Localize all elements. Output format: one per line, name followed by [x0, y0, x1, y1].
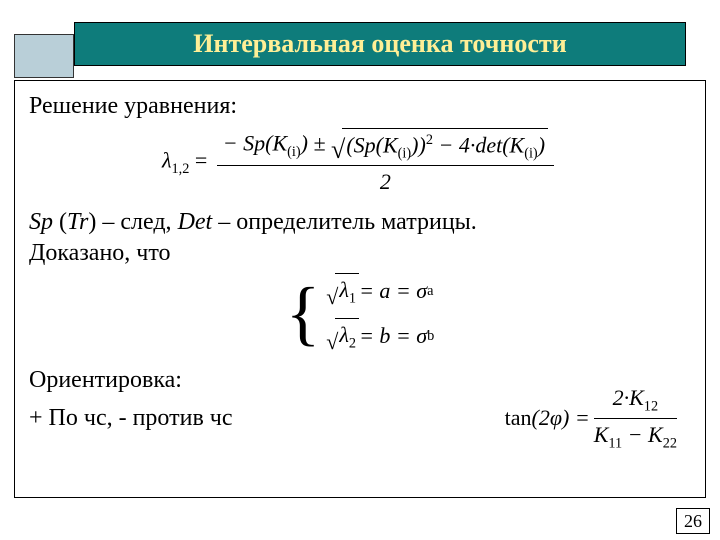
- tan-den-a: K: [594, 422, 609, 447]
- num-sub-a: (i): [287, 144, 301, 160]
- sp-label: Sp: [29, 209, 53, 235]
- tan-fn: tan: [505, 404, 532, 433]
- rad-a-sub: (i): [398, 146, 412, 162]
- page-number: 26: [676, 508, 710, 534]
- line2-end: – определитель матрицы.: [212, 209, 477, 235]
- text-line-2: Sp (Tr) – след, Det – определитель матри…: [29, 207, 691, 238]
- r1-sub: 1: [349, 291, 356, 307]
- tr-label: Tr: [67, 209, 88, 235]
- eq-sign: =: [189, 148, 212, 173]
- rad-d: ): [538, 133, 545, 158]
- tan-num: 2·K: [613, 385, 644, 410]
- tan-den-sub1: 11: [608, 435, 622, 451]
- lambda-sub: 1,2: [171, 161, 189, 177]
- num-part-a: − Sp(K: [223, 131, 287, 156]
- tan-den-mid: − K: [622, 422, 663, 447]
- page-title: Интервальная оценка точности: [193, 29, 566, 59]
- rad-b: )): [411, 133, 426, 158]
- r1-lambda: λ: [339, 277, 349, 302]
- r2-rhs: = b = σ: [359, 322, 427, 351]
- tan-num-sub: 12: [644, 398, 658, 414]
- equation-tan: tan(2φ) = 2·K12 K11 − K22: [505, 384, 681, 453]
- equation-lambda: λ1,2 = − Sp(K(i)) ± √ (Sp(K(i)))2 − 4·de…: [29, 128, 691, 197]
- equation-system: { √λ1 = a = σa √λ2 = b = σb: [29, 273, 691, 353]
- system-row-1: √λ1 = a = σa: [326, 273, 433, 308]
- r2-rhs-sub: b: [427, 327, 434, 346]
- det-label: Det: [178, 209, 213, 235]
- rad-c-sub: (i): [524, 146, 538, 162]
- text-line-3: Доказано, что: [29, 238, 691, 269]
- denominator: 2: [217, 166, 554, 197]
- line2-mid: – след,: [96, 209, 177, 235]
- r2-sub: 2: [349, 336, 356, 352]
- title-bar: Интервальная оценка точности: [74, 22, 686, 66]
- brace-icon: {: [286, 285, 321, 343]
- system-row-2: √λ2 = b = σb: [326, 318, 434, 353]
- accent-box: [14, 34, 74, 78]
- tan-den-sub2: 22: [663, 435, 677, 451]
- r2-lambda: λ: [339, 322, 349, 347]
- text-line-1: Решение уравнения:: [29, 91, 691, 122]
- sqrt-outer: √ (Sp(K(i)))2 − 4·det(K(i)): [331, 128, 548, 163]
- rad-c: − 4·det(K: [433, 133, 524, 158]
- r1-rhs-sub: a: [427, 282, 433, 301]
- tan-arg: (2φ) =: [532, 404, 590, 433]
- r1-rhs: = a = σ: [359, 277, 427, 306]
- content-frame: Решение уравнения: λ1,2 = − Sp(K(i)) ± √…: [14, 80, 706, 498]
- num-part-b: ) ±: [301, 131, 331, 156]
- rad-a: (Sp(K: [346, 133, 397, 158]
- rad-sup: 2: [426, 132, 433, 148]
- fraction-main: − Sp(K(i)) ± √ (Sp(K(i)))2 − 4·det(K(i))…: [217, 128, 554, 197]
